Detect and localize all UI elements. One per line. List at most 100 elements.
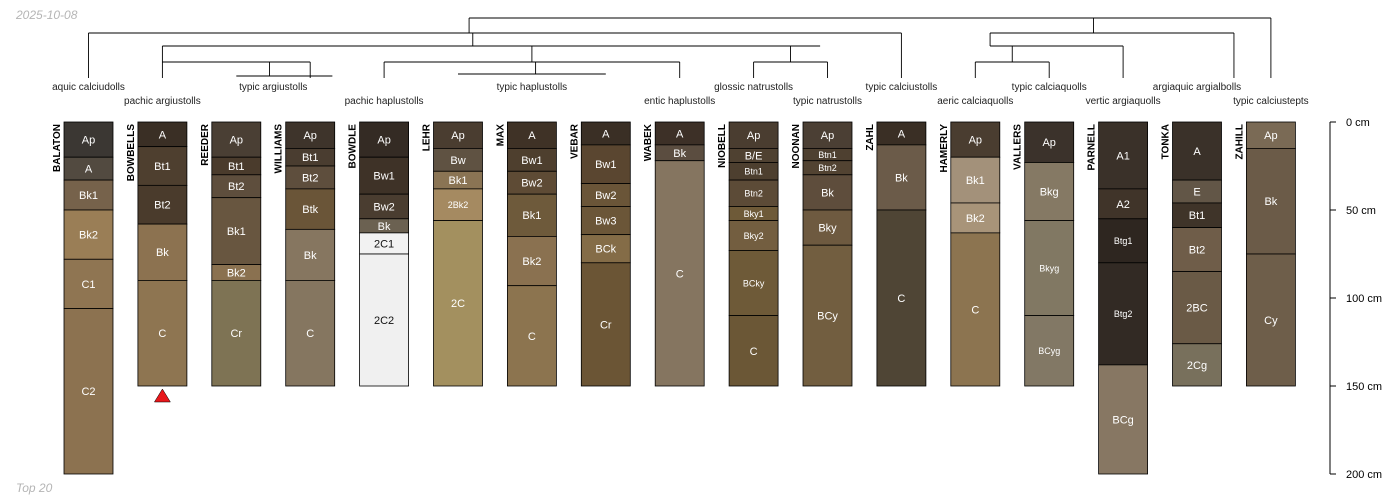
taxon-label: aquic calciudolls — [52, 82, 125, 93]
horizon-vallers-bcyg — [1024, 315, 1075, 387]
horizon-williams-btk — [285, 188, 336, 230]
horizon-label: Bky2 — [744, 231, 764, 241]
horizon-label: C — [158, 328, 166, 340]
profile-name: TONKA — [1161, 124, 1172, 159]
taxon-label: typic natrustolls — [793, 96, 862, 107]
horizon-label: Bt1 — [228, 161, 245, 173]
horizon-bowbells-bt1 — [137, 146, 188, 186]
horizon-noonan-bcy — [802, 244, 853, 387]
profile-name: VALLERS — [1013, 124, 1024, 170]
horizon-niobell-ap — [728, 121, 779, 149]
profile-reeder: Ap Bt1 Bt2 Bk1 Bk2 Cr REEDER — [200, 121, 262, 387]
horizon-label: BCg — [1112, 414, 1133, 426]
horizon-label: Bk1 — [227, 226, 246, 238]
depth-tick-label: 150 cm — [1346, 381, 1382, 393]
horizon-niobell-c — [728, 315, 779, 387]
horizon-noonan-bk — [802, 174, 853, 211]
profile-name: BOWDLE — [348, 124, 359, 169]
horizon-label: B/E — [745, 150, 763, 162]
horizon-label: Bk — [304, 250, 317, 262]
horizon-label: 2C — [451, 298, 465, 310]
horizon-label: C1 — [81, 279, 95, 291]
horizon-label: Bw1 — [373, 171, 394, 183]
profile-noonan: Ap Btn1 Btn2 Bk Bky BCy NOONAN — [791, 121, 853, 387]
profile-max: A Bw1 Bw2 Bk1 Bk2 C MAX — [495, 121, 557, 387]
horizon-vebar-bck — [580, 234, 631, 264]
horizon-label: C — [528, 331, 536, 343]
horizon-label: Bk — [821, 187, 834, 199]
taxon-label: typic argiustolls — [239, 82, 307, 93]
horizon-label: Bkyg — [1039, 263, 1059, 273]
profile-name: PARNELL — [1087, 124, 1098, 170]
depth-tick-label: 50 cm — [1346, 205, 1376, 217]
horizon-niobell-bcky — [728, 250, 779, 316]
profile-tonka: A E Bt1 Bt2 2BC 2Cg TONKA — [1161, 121, 1222, 387]
profile-williams: Ap Bt1 Bt2 Btk Bk C WILLIAMS — [274, 121, 336, 387]
horizon-label: A — [85, 164, 93, 176]
horizon-label: Bt2 — [302, 172, 319, 184]
profile-vebar: A Bw1 Bw2 Bw3 BCk Cr VEBAR — [569, 121, 631, 387]
profile-name: NOONAN — [791, 124, 802, 168]
horizon-vallers-ap — [1024, 121, 1075, 163]
horizon-balaton-bk1 — [63, 179, 114, 211]
horizon-label: Bw3 — [595, 216, 616, 228]
horizon-label: Bt2 — [228, 181, 245, 193]
horizon-lehr-2c — [433, 220, 483, 387]
horizon-reeder-ap — [211, 121, 262, 158]
horizon-label: Bw2 — [595, 190, 616, 202]
horizon-bowbells-bt2 — [137, 184, 188, 225]
profile-name: MAX — [495, 124, 506, 147]
horizon-label: Bt2 — [154, 200, 171, 212]
profile-name: NIOBELL — [717, 124, 728, 168]
horizon-label: Bk2 — [522, 256, 541, 268]
profile-wabek: A Bk C WABEK — [643, 121, 705, 387]
horizon-zahill-bk — [1246, 147, 1296, 255]
horizon-lehr-ap — [433, 121, 483, 149]
horizon-label: Bw — [450, 155, 465, 167]
horizon-balaton-ap — [63, 121, 114, 158]
horizon-williams-bk — [285, 228, 336, 281]
horizon-label: Ap — [747, 130, 760, 142]
horizon-label: Btg1 — [1114, 236, 1133, 246]
profile-zahill: Ap Bk Cy ZAHILL — [1234, 121, 1296, 387]
horizon-label: Ap — [1264, 130, 1277, 142]
horizon-label: Bk1 — [522, 210, 541, 222]
horizon-noonan-ap — [802, 121, 853, 149]
horizon-bowdle-ap — [359, 121, 410, 158]
taxonomy-labels: aquic calciudolls pachic argiustolls typic… — [52, 82, 1309, 107]
horizon-label: Ap — [969, 135, 982, 147]
profile-parnell: A1 A2 Btg1 Btg2 BCg PARNELL — [1087, 121, 1148, 475]
horizon-zahill-ap — [1246, 121, 1296, 149]
horizon-label: Bk2 — [966, 213, 985, 225]
profile-vallers: Ap Bkg Bkyg BCyg VALLERS — [1013, 121, 1075, 387]
horizon-zahl-bk — [876, 144, 927, 211]
horizon-label: Bk — [1264, 196, 1277, 208]
horizon-label: C — [971, 304, 979, 316]
horizon-williams-c — [285, 279, 336, 387]
horizon-label: Bk — [378, 221, 391, 233]
horizon-noonan-bky — [802, 209, 853, 246]
horizon-bowbells-a — [137, 121, 188, 148]
horizon-label: Btn1 — [744, 167, 763, 177]
horizon-hamerly-c — [950, 232, 1001, 387]
profile-name: BOWBELLS — [126, 124, 137, 182]
horizon-label: 2C1 — [374, 238, 394, 250]
horizon-label: C — [897, 293, 905, 305]
horizon-label: 2C2 — [374, 315, 394, 327]
profile-name: REEDER — [200, 123, 211, 165]
profile-name: ZAHL — [865, 124, 876, 151]
horizon-label: Btn1 — [818, 150, 837, 160]
horizon-label: C — [750, 346, 758, 358]
horizon-label: BCk — [595, 244, 616, 256]
horizon-label: Ap — [451, 130, 464, 142]
date-label: 2025-10-08 — [16, 8, 78, 22]
horizon-label: Ap — [303, 130, 316, 142]
taxon-label: typic calciaquolls — [1012, 82, 1087, 93]
horizon-vallers-bkyg — [1024, 220, 1075, 316]
horizon-label: Ap — [82, 135, 95, 147]
horizon-max-c — [506, 285, 557, 387]
horizon-label: Bky1 — [744, 209, 764, 219]
horizon-label: A — [528, 130, 536, 142]
footer-label: Top 20 — [16, 481, 53, 495]
